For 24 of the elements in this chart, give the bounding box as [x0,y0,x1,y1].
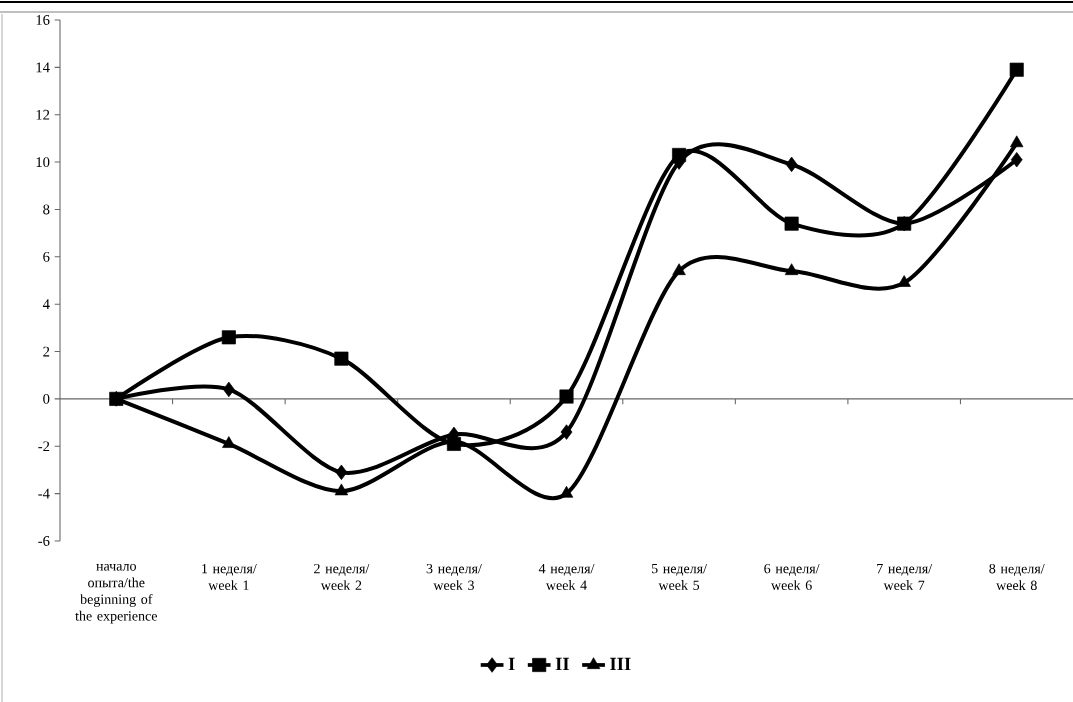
y-tick-label: -2 [38,441,50,452]
y-tick-label: 4 [42,299,50,309]
y-tick-label: 8 [43,204,50,215]
x-tick-label: 5 неделя/ week 5 [651,563,707,590]
x-tick-label: начало опыта/the beginning of the experience [75,563,158,624]
legend-label: II [555,657,569,671]
legend-label: I [508,657,515,671]
y-tick-label: 2 [43,346,50,357]
x-tick-label: 1 неделя/ week 1 [202,563,257,590]
y-tick-label: 6 [43,251,50,262]
x-tick-label: 2 неделя/ week 2 [314,563,370,590]
y-tick-label: 16 [36,15,50,25]
y-tick-label: 12 [36,109,50,120]
y-tick-label: -4 [38,488,50,499]
legend-label: III [610,657,631,671]
x-tick-label: 4 неделя/ week 4 [538,563,595,590]
x-tick-label: 7 неделя/ week 7 [877,563,933,590]
y-tick-label: 0 [43,393,50,404]
x-tick-label: 6 неделя/ week 6 [764,563,820,590]
x-tick-label: 8 неделя/ week 8 [989,563,1045,591]
y-tick-label: 10 [36,157,50,168]
x-tick-label: 3 неделя/ week 3 [426,563,482,590]
y-tick-label: 14 [36,62,50,73]
y-tick-label: -6 [38,536,50,546]
